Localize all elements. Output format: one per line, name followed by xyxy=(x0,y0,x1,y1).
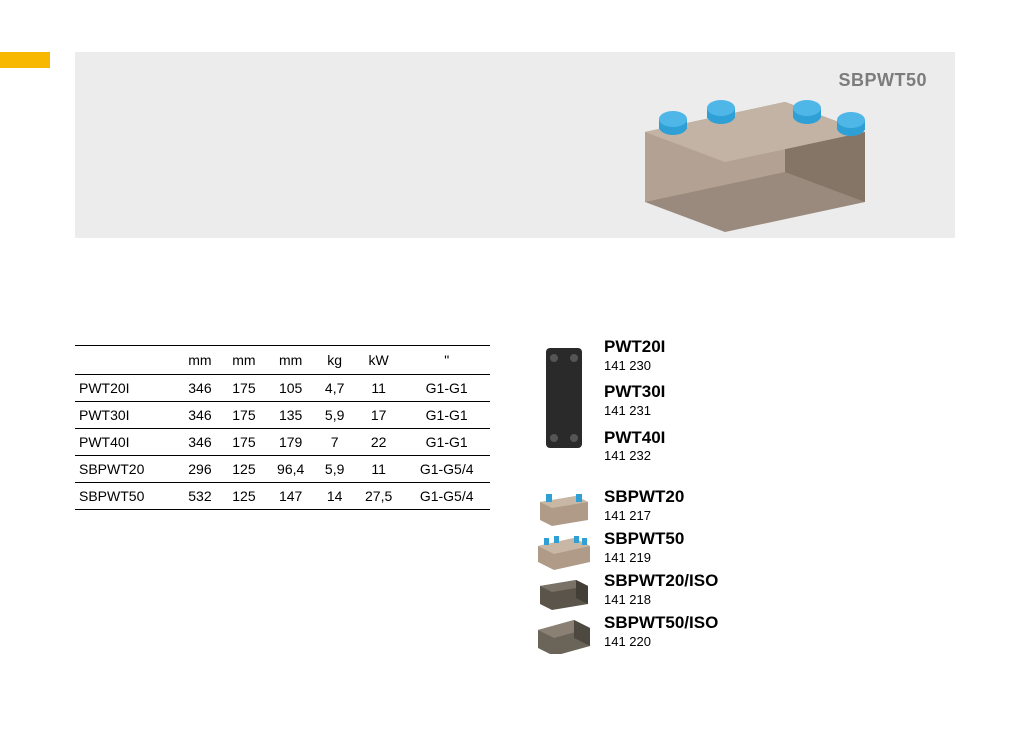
table-cell: G1-G1 xyxy=(403,402,490,429)
table-row: SBPWT2029612596,45,911G1-G5/4 xyxy=(75,456,490,483)
col-kg: kg xyxy=(315,346,354,375)
product-row: SBPWT50 141 219 xyxy=(534,530,954,570)
table-cell: 14 xyxy=(315,483,354,510)
product-code: 141 217 xyxy=(604,508,684,524)
table-cell: 346 xyxy=(178,375,222,402)
product-code: 141 230 xyxy=(604,358,665,374)
table-cell: 5,9 xyxy=(315,456,354,483)
table-cell: 296 xyxy=(178,456,222,483)
table-cell: 135 xyxy=(266,402,315,429)
product-thumb-sbpwt50-iso xyxy=(534,614,594,654)
table-row: PWT40I346175179722G1-G1 xyxy=(75,429,490,456)
table-cell: 175 xyxy=(222,429,266,456)
table-row: PWT30I3461751355,917G1-G1 xyxy=(75,402,490,429)
table-cell: G1-G1 xyxy=(403,375,490,402)
hero-banner: SBPWT50 xyxy=(75,52,955,238)
col-mm1: mm xyxy=(178,346,222,375)
table-cell: 105 xyxy=(266,375,315,402)
product-group-sbpwt: SBPWT20 141 217 SBPWT50 141 219 xyxy=(534,488,954,654)
product-row: SBPWT50/ISO 141 220 xyxy=(534,614,954,654)
table-cell: 346 xyxy=(178,402,222,429)
product-list: PWT20I 141 230 PWT30I 141 231 PWT40I 141… xyxy=(534,338,954,678)
product-item: SBPWT20/ISO 141 218 xyxy=(604,572,718,607)
product-code: 141 220 xyxy=(604,634,718,650)
product-code: 141 232 xyxy=(604,448,665,464)
col-model xyxy=(75,346,178,375)
product-item: PWT20I 141 230 xyxy=(604,338,665,373)
specs-table: mm mm mm kg kW " PWT20I3461751054,711G1-… xyxy=(75,345,490,510)
product-item: SBPWT20 141 217 xyxy=(604,488,684,523)
table-cell: 4,7 xyxy=(315,375,354,402)
table-cell: 11 xyxy=(354,375,403,402)
table-row: SBPWT505321251471427,5G1-G5/4 xyxy=(75,483,490,510)
product-name: PWT20I xyxy=(604,338,665,357)
product-code: 141 231 xyxy=(604,403,665,419)
product-name: SBPWT50 xyxy=(604,530,684,549)
product-thumb-pwt xyxy=(534,338,594,458)
table-cell: 5,9 xyxy=(315,402,354,429)
product-name: PWT30I xyxy=(604,383,665,402)
table-cell: G1-G5/4 xyxy=(403,483,490,510)
product-name: SBPWT20/ISO xyxy=(604,572,718,591)
table-cell: 346 xyxy=(178,429,222,456)
product-item: PWT40I 141 232 xyxy=(604,429,665,464)
product-row: PWT20I 141 230 PWT30I 141 231 PWT40I 141… xyxy=(534,338,954,464)
table-cell: PWT30I xyxy=(75,402,178,429)
table-cell: 125 xyxy=(222,483,266,510)
hero-product-image xyxy=(625,72,885,232)
table-header-row: mm mm mm kg kW " xyxy=(75,346,490,375)
product-item: PWT30I 141 231 xyxy=(604,383,665,418)
product-code: 141 218 xyxy=(604,592,718,608)
product-name: SBPWT20 xyxy=(604,488,684,507)
table-cell: SBPWT20 xyxy=(75,456,178,483)
table-cell: 147 xyxy=(266,483,315,510)
product-row: SBPWT20 141 217 xyxy=(534,488,954,528)
table-cell: G1-G1 xyxy=(403,429,490,456)
product-name: PWT40I xyxy=(604,429,665,448)
product-thumb-sbpwt20 xyxy=(534,488,594,528)
product-group-pwt: PWT20I 141 230 PWT30I 141 231 PWT40I 141… xyxy=(534,338,954,464)
accent-tab xyxy=(0,52,50,68)
table-cell: 7 xyxy=(315,429,354,456)
table-row: PWT20I3461751054,711G1-G1 xyxy=(75,375,490,402)
col-mm3: mm xyxy=(266,346,315,375)
table-cell: 532 xyxy=(178,483,222,510)
product-item: SBPWT50 141 219 xyxy=(604,530,684,565)
table-cell: SBPWT50 xyxy=(75,483,178,510)
table-cell: PWT20I xyxy=(75,375,178,402)
table-cell: 11 xyxy=(354,456,403,483)
table-cell: 96,4 xyxy=(266,456,315,483)
product-item: SBPWT50/ISO 141 220 xyxy=(604,614,718,649)
product-row: SBPWT20/ISO 141 218 xyxy=(534,572,954,612)
table-cell: G1-G5/4 xyxy=(403,456,490,483)
table-cell: 179 xyxy=(266,429,315,456)
col-kw: kW xyxy=(354,346,403,375)
product-thumb-sbpwt50 xyxy=(534,530,594,570)
product-thumb-sbpwt20-iso xyxy=(534,572,594,612)
table-cell: 175 xyxy=(222,402,266,429)
table-cell: 175 xyxy=(222,375,266,402)
col-mm2: mm xyxy=(222,346,266,375)
product-code: 141 219 xyxy=(604,550,684,566)
table-cell: 125 xyxy=(222,456,266,483)
col-conn: " xyxy=(403,346,490,375)
product-name: SBPWT50/ISO xyxy=(604,614,718,633)
table-cell: PWT40I xyxy=(75,429,178,456)
table-cell: 22 xyxy=(354,429,403,456)
table-cell: 27,5 xyxy=(354,483,403,510)
table-cell: 17 xyxy=(354,402,403,429)
